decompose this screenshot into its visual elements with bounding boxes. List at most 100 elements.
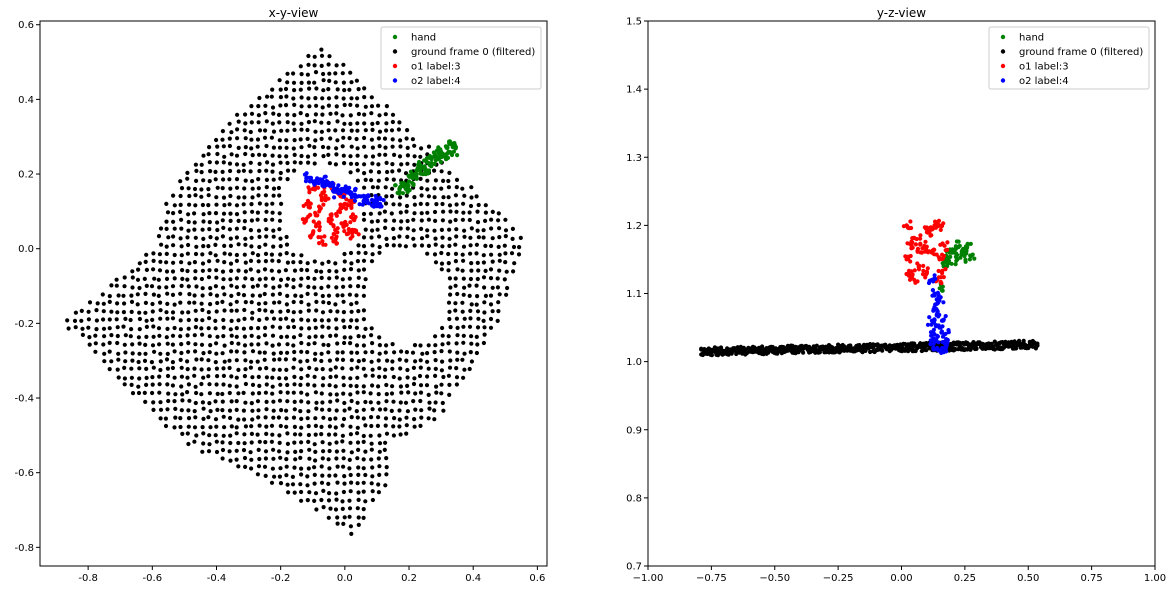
ground-frame-0-filtered--point (193, 235, 198, 240)
o1-label-3-point (303, 219, 308, 224)
ground-frame-0-filtered--point (278, 87, 283, 92)
ground-frame-0-filtered--point (285, 160, 290, 166)
ground-frame-0-filtered--point (340, 144, 345, 149)
hand-point (940, 288, 945, 293)
ground-frame-0-filtered--point (214, 160, 219, 165)
ground-frame-0-filtered--point (355, 103, 360, 108)
ground-frame-0-filtered--point (270, 105, 276, 110)
o2-label-4-point (308, 175, 314, 180)
o2-label-4-point (939, 318, 945, 323)
o1-label-3-point (349, 203, 354, 208)
ground-frame-0-filtered--point (504, 269, 509, 274)
ground-frame-0-filtered--point (510, 236, 515, 241)
ground-frame-0-filtered--point (255, 210, 260, 215)
o2-label-4-point (322, 184, 327, 189)
o2-label-4-point (327, 183, 332, 188)
ground-frame-0-filtered--point (363, 326, 368, 331)
ground-frame-0-filtered--point (263, 283, 268, 288)
ground-frame-0-filtered--point (425, 374, 430, 379)
ground-frame-0-filtered--point (165, 341, 170, 346)
ground-frame-0-filtered--point (151, 292, 156, 297)
ground-frame-0-filtered--point (221, 433, 226, 438)
ground-frame-0-filtered--point (321, 488, 326, 493)
ground-frame-0-filtered--point (328, 136, 333, 141)
ground-frame-0-filtered--point (495, 318, 500, 323)
ground-frame-0-filtered--point (306, 62, 311, 67)
legend-marker (392, 78, 398, 83)
o2-label-4-point (934, 297, 939, 302)
ground-frame-0-filtered--point (271, 145, 276, 150)
ground-frame-0-filtered--point (156, 277, 161, 282)
o1-label-3-point (316, 220, 322, 225)
ground-frame-0-filtered--point (370, 497, 375, 503)
o2-label-4-point (936, 340, 941, 345)
ground-frame-0-filtered--point (278, 160, 283, 165)
ground-frame-0-filtered--point (390, 144, 395, 149)
ground-frame-0-filtered--point (234, 308, 239, 313)
ground-frame-0-filtered--point (263, 473, 268, 478)
ground-frame-0-filtered--point (249, 424, 254, 429)
ground-frame-0-filtered--point (376, 178, 381, 183)
ground-frame-0-filtered--point (199, 276, 204, 282)
ground-frame-0-filtered--point (292, 102, 297, 107)
ground-frame-0-filtered--point (262, 357, 267, 362)
ground-frame-0-filtered--point (383, 423, 388, 428)
ground-frame-0-filtered--point (264, 407, 269, 412)
ground-frame-0-filtered--point (270, 391, 275, 396)
ground-frame-0-filtered--point (220, 269, 226, 274)
ground-frame-0-filtered--point (454, 341, 459, 346)
ground-frame-0-filtered--point (285, 177, 290, 182)
o2-label-4-point (932, 318, 937, 323)
y-tick-label: 0.7 (626, 562, 642, 573)
ground-frame-0-filtered--point (439, 169, 444, 174)
ground-frame-0-filtered--point (270, 169, 275, 174)
ground-frame-0-filtered--point (361, 211, 367, 217)
ground-frame-0-filtered--point (320, 324, 325, 329)
ground-frame-0-filtered--point (221, 334, 226, 339)
ground-frame-0-filtered--point (152, 349, 157, 354)
ground-frame-0-filtered--point (440, 235, 445, 240)
ground-frame-0-filtered--point (699, 347, 704, 352)
hand-point (445, 155, 451, 160)
o1-label-3-point (321, 202, 326, 207)
axes-frame-1 (647, 20, 1156, 567)
ground-frame-0-filtered--point (306, 318, 311, 323)
ground-frame-0-filtered--point (376, 170, 382, 175)
data-points-0 (65, 47, 523, 537)
ground-frame-0-filtered--point (377, 234, 382, 239)
ground-frame-0-filtered--point (398, 226, 403, 231)
ground-frame-0-filtered--point (243, 145, 248, 150)
ground-frame-0-filtered--point (236, 318, 241, 323)
ground-frame-0-filtered--point (377, 366, 382, 371)
ground-frame-0-filtered--point (248, 160, 253, 165)
ground-frame-0-filtered--point (403, 171, 409, 176)
ground-frame-0-filtered--point (298, 482, 303, 487)
ground-frame-0-filtered--point (255, 283, 260, 288)
ground-frame-0-filtered--point (172, 399, 177, 404)
ground-frame-0-filtered--point (250, 349, 256, 354)
ground-frame-0-filtered--point (179, 283, 184, 288)
ground-frame-0-filtered--point (227, 383, 232, 388)
ground-frame-0-filtered--point (236, 391, 241, 396)
ground-frame-0-filtered--point (333, 507, 339, 512)
ground-frame-0-filtered--point (305, 483, 310, 488)
ground-frame-0-filtered--point (165, 291, 170, 296)
ground-frame-0-filtered--point (362, 171, 367, 176)
ground-frame-0-filtered--point (201, 212, 206, 217)
ground-frame-0-filtered--point (199, 187, 204, 192)
o1-label-3-point (353, 228, 359, 233)
o2-label-4-point (943, 314, 948, 319)
ground-frame-0-filtered--point (199, 342, 205, 347)
ground-frame-0-filtered--point (228, 440, 233, 446)
ground-frame-0-filtered--point (453, 276, 458, 281)
y-tick-label: 0.9 (626, 425, 642, 436)
ground-frame-0-filtered--point (221, 366, 226, 371)
ground-frame-0-filtered--point (312, 80, 317, 85)
ground-frame-0-filtered--point (327, 424, 332, 429)
o1-label-3-point (938, 279, 943, 284)
o2-label-4-point (940, 334, 946, 339)
ground-frame-0-filtered--point (249, 104, 254, 109)
ground-frame-0-filtered--point (249, 431, 254, 436)
ground-frame-0-filtered--point (363, 373, 368, 378)
ground-frame-0-filtered--point (305, 416, 310, 421)
